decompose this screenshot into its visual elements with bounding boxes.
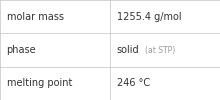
Text: melting point: melting point — [7, 78, 72, 88]
Text: molar mass: molar mass — [7, 12, 64, 22]
Text: (at STP): (at STP) — [145, 46, 176, 54]
Text: 246 °C: 246 °C — [117, 78, 150, 88]
Text: phase: phase — [7, 45, 36, 55]
Text: solid: solid — [117, 45, 139, 55]
Text: 1255.4 g/mol: 1255.4 g/mol — [117, 12, 181, 22]
